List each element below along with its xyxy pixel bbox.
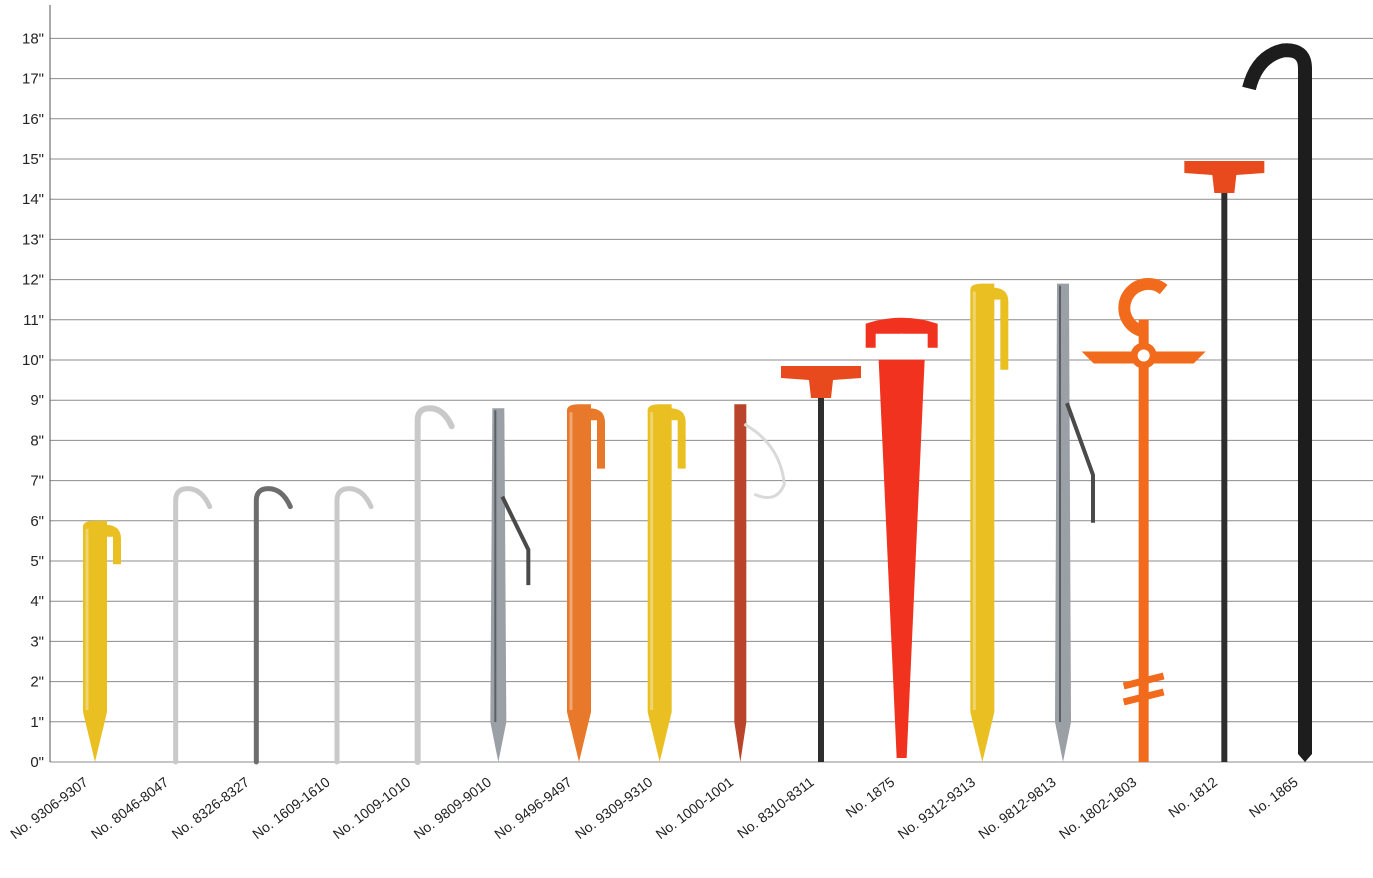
y-tick-label: 6" bbox=[30, 513, 44, 530]
stake-bar bbox=[490, 408, 531, 762]
stake-bar bbox=[173, 486, 213, 765]
stake-bar bbox=[1081, 277, 1206, 762]
y-tick-label: 15" bbox=[22, 151, 44, 168]
y-tick-label: 18" bbox=[22, 30, 44, 47]
y-axis-tick-labels: 0" 1" 2" 3" 4" 5" 6" 7" 8" 9" 10" 11" 12" 13" 14" 15" 16… bbox=[22, 30, 44, 771]
x-tick-label: No. 1009-1010 bbox=[330, 773, 414, 842]
x-tick-label: No. 8326-8327 bbox=[169, 773, 253, 842]
x-tick-label: No. 9812-9813 bbox=[975, 773, 1059, 842]
x-tick-label: No. 1802-1803 bbox=[1056, 773, 1140, 842]
y-tick-label: 11" bbox=[23, 312, 44, 329]
y-tick-label: 8" bbox=[30, 432, 44, 449]
stake-bar bbox=[1055, 283, 1095, 762]
stake-bar bbox=[414, 405, 455, 765]
stakes bbox=[83, 43, 1312, 765]
stake-bar bbox=[865, 317, 938, 758]
grid-lines bbox=[50, 37, 1373, 763]
y-tick-label: 17" bbox=[22, 71, 44, 88]
stake-bar bbox=[734, 404, 786, 762]
y-tick-label: 5" bbox=[30, 553, 44, 570]
y-tick-label: 2" bbox=[30, 674, 44, 691]
x-tick-label: No. 9309-9310 bbox=[572, 773, 656, 842]
y-tick-label: 0" bbox=[30, 754, 44, 771]
y-tick-label: 3" bbox=[30, 633, 44, 650]
stake-bar bbox=[1184, 161, 1265, 762]
y-tick-label: 4" bbox=[30, 593, 44, 610]
x-tick-label: No. 1875 bbox=[842, 773, 897, 820]
y-tick-label: 1" bbox=[30, 714, 44, 731]
stake-bar bbox=[647, 404, 686, 762]
x-tick-label: No. 1609-1610 bbox=[249, 773, 333, 842]
stake-bar bbox=[253, 486, 293, 765]
y-tick-label: 14" bbox=[22, 191, 44, 208]
y-tick-label: 16" bbox=[22, 111, 44, 128]
x-tick-label: No. 1812 bbox=[1165, 773, 1220, 820]
y-tick-label: 9" bbox=[30, 392, 44, 409]
x-tick-label: No. 1000-1001 bbox=[653, 773, 737, 842]
stake-bar bbox=[781, 366, 861, 762]
x-tick-label: No. 9306-9307 bbox=[7, 773, 91, 842]
stake-bar bbox=[83, 520, 121, 762]
x-tick-label: No. 9809-9010 bbox=[411, 773, 495, 842]
stake-bar bbox=[970, 283, 1009, 762]
x-tick-label: No. 8310-8311 bbox=[734, 773, 817, 841]
stake-bar bbox=[334, 486, 374, 765]
y-tick-label: 7" bbox=[30, 473, 44, 490]
x-tick-label: No. 1865 bbox=[1246, 773, 1301, 820]
x-tick-label: No. 8046-8047 bbox=[88, 773, 172, 842]
x-tick-label: No. 9312-9313 bbox=[895, 773, 979, 842]
stake-bar bbox=[567, 404, 605, 762]
stake-bar bbox=[1242, 43, 1312, 762]
y-tick-label: 13" bbox=[22, 231, 44, 248]
y-tick-label: 12" bbox=[22, 272, 44, 289]
x-tick-label: No. 9496-9497 bbox=[491, 773, 575, 842]
y-tick-label: 10" bbox=[22, 352, 44, 369]
